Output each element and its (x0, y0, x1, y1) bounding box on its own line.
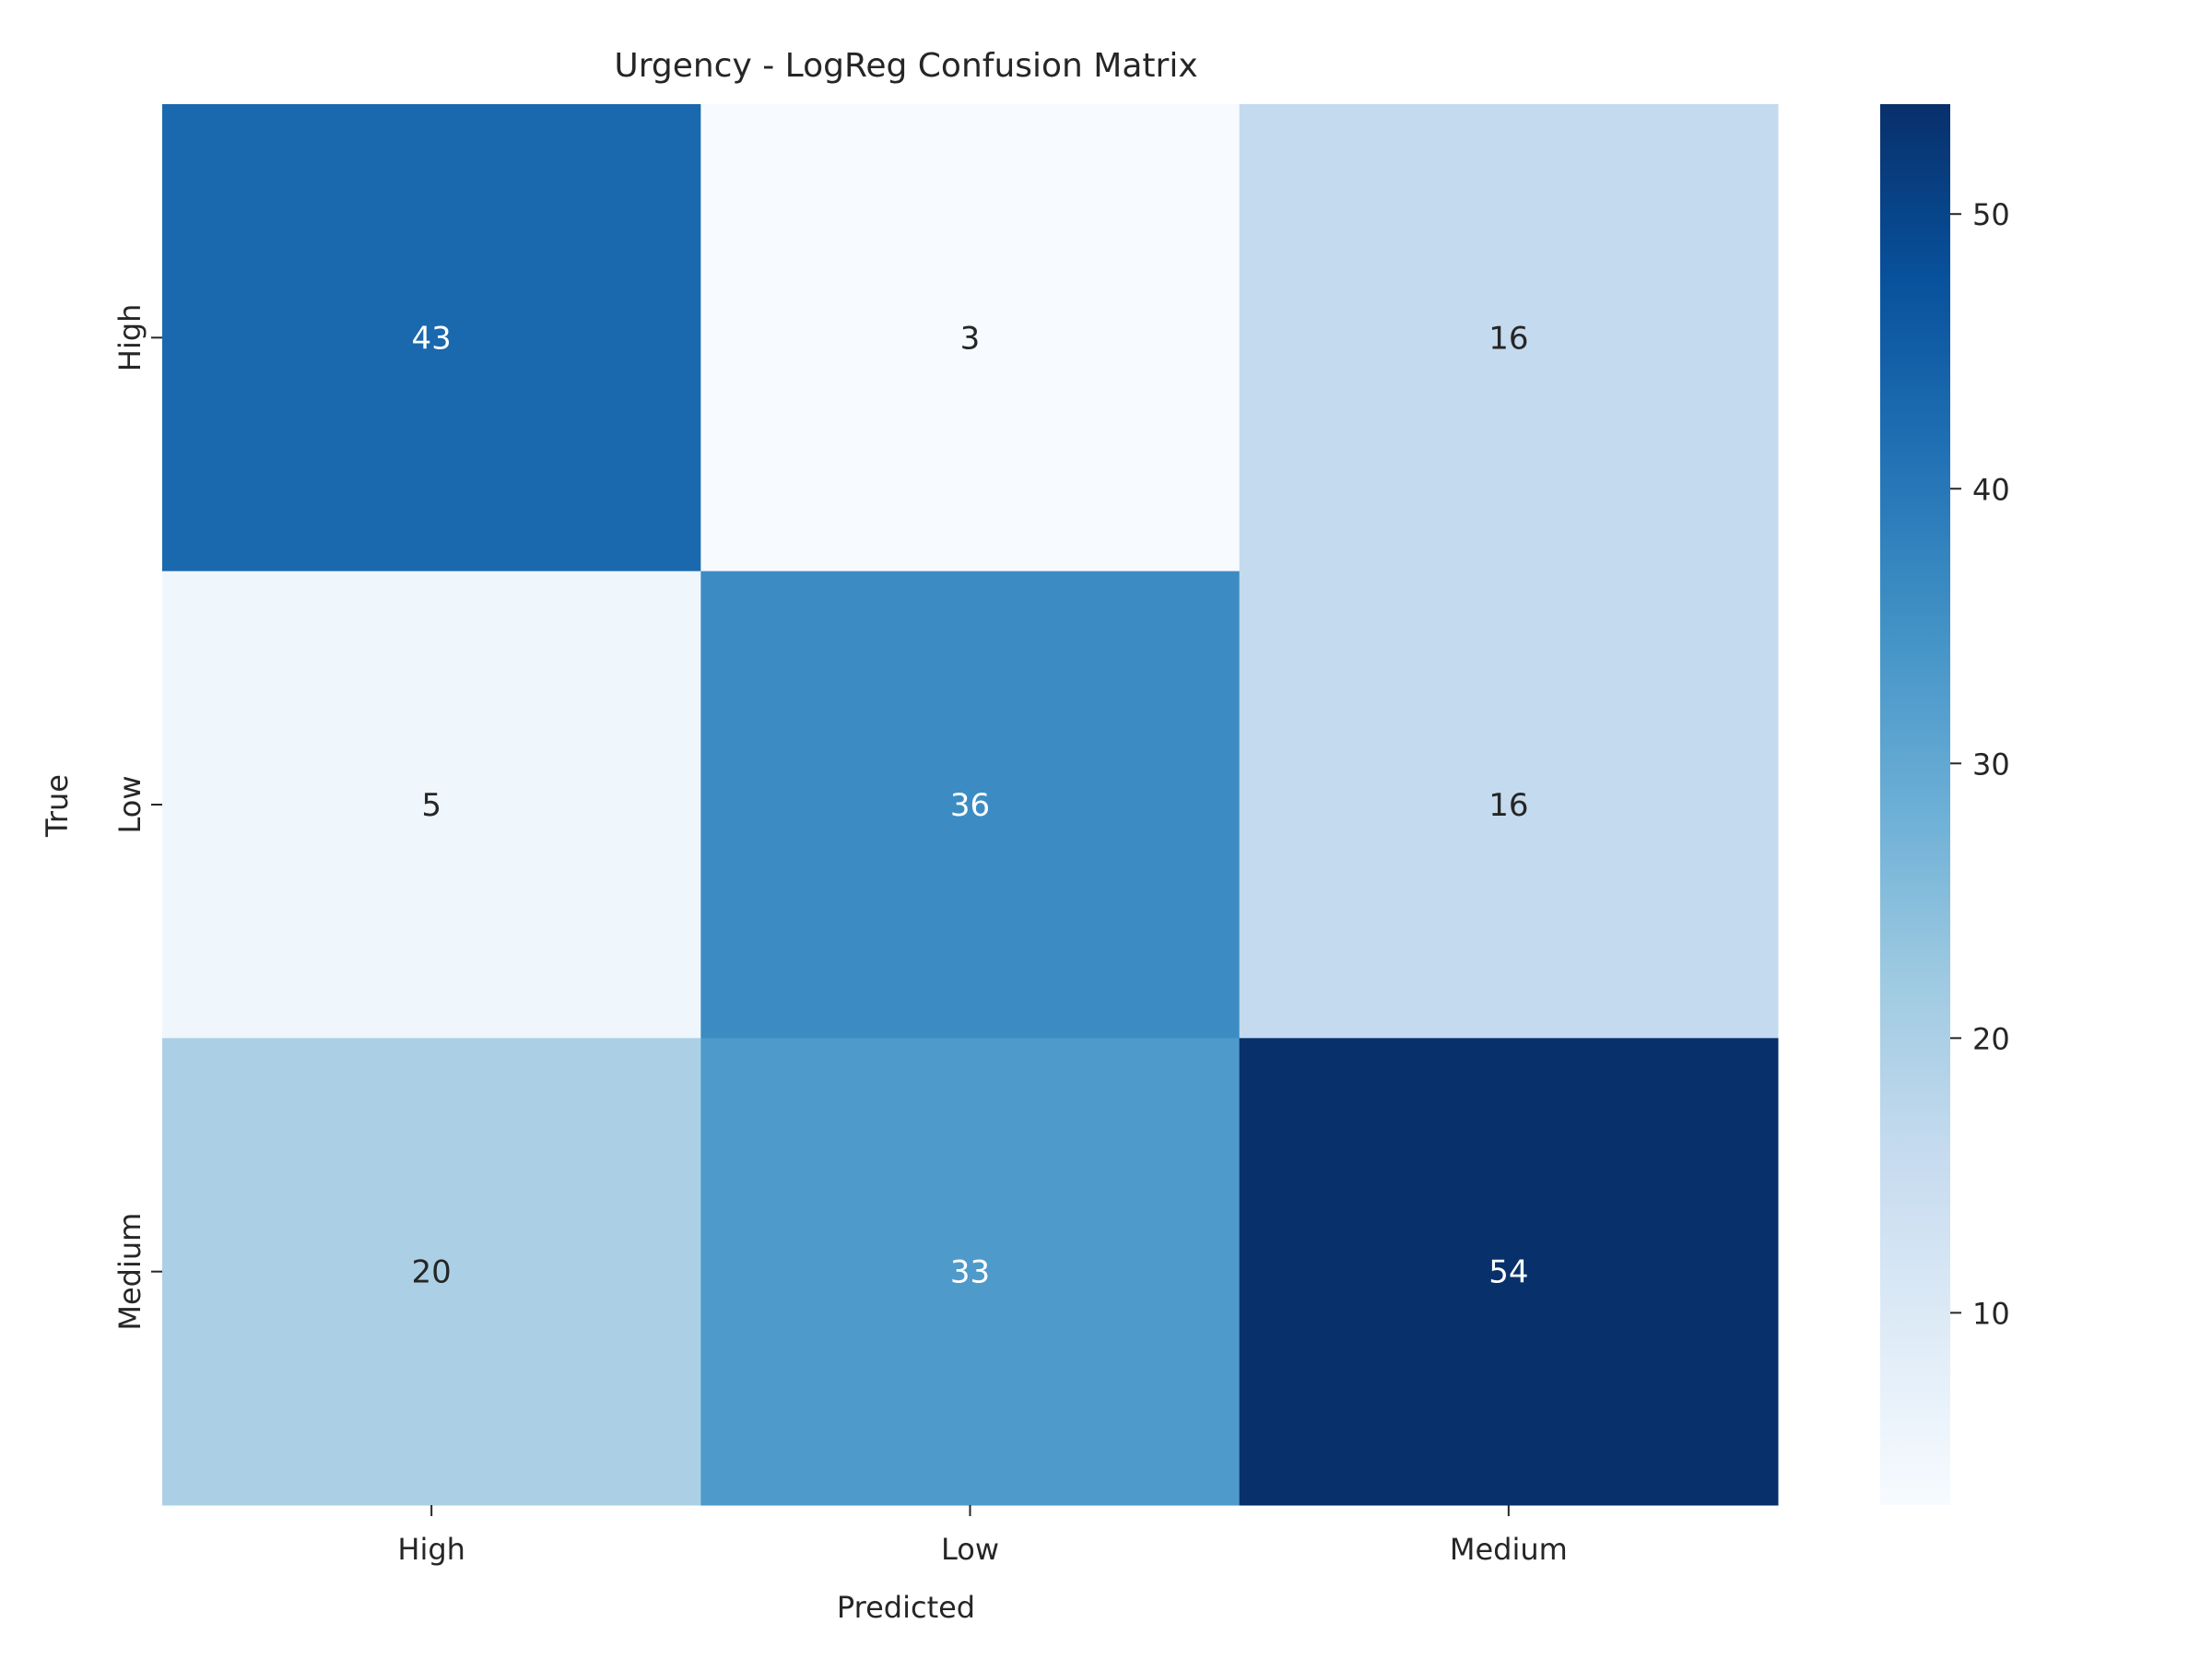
colorbar-tick-label: 40 (1972, 472, 2010, 507)
colorbar-tick-label: 30 (1972, 747, 2010, 782)
cell-value-label: 36 (950, 787, 990, 824)
heatmap-cell (1239, 104, 1779, 572)
heatmap-cell (700, 1038, 1241, 1506)
heatmap-cell (162, 104, 701, 572)
cell-value-label: 54 (1488, 1254, 1528, 1291)
y-tick-label: High (112, 304, 147, 372)
colorbar-tick-label: 10 (1972, 1296, 2010, 1331)
cell-value-label: 3 (960, 320, 981, 357)
x-tick-label: Low (941, 1532, 999, 1567)
heatmap-cell-labels: 43 3 16 5 36 16 20 33 54 (412, 320, 1529, 1290)
cell-value-label: 16 (1488, 787, 1528, 824)
heatmap-cell (162, 571, 701, 1039)
x-tick-label: Medium (1450, 1532, 1568, 1567)
heatmap-cell (162, 1038, 701, 1506)
y-axis-label: True (40, 774, 75, 838)
colorbar (1880, 104, 1950, 1505)
x-tick-label: High (397, 1532, 465, 1567)
x-axis: High Low Medium (397, 1505, 1568, 1567)
colorbar-tick-label: 20 (1972, 1021, 2010, 1056)
x-axis-label: Predicted (837, 1590, 975, 1625)
cell-value-label: 20 (412, 1254, 452, 1291)
colorbar-tick-label: 50 (1972, 197, 2010, 232)
heatmap-cell (1239, 1038, 1779, 1506)
heatmap-cell (1239, 571, 1779, 1039)
cell-value-label: 33 (950, 1254, 990, 1291)
cell-value-label: 16 (1488, 320, 1528, 357)
cell-value-label: 5 (421, 787, 441, 824)
y-tick-label: Medium (112, 1213, 147, 1331)
cell-value-label: 43 (412, 320, 452, 357)
heatmap-cell (700, 104, 1241, 572)
y-axis: High Low Medium (112, 304, 162, 1331)
y-tick-label: Low (112, 775, 147, 833)
heatmap-cell (700, 571, 1241, 1039)
colorbar-axis: 10 20 30 40 50 (1950, 197, 2010, 1331)
chart-title: Urgency - LogReg Confusion Matrix (614, 47, 1197, 85)
heatmap-cells (162, 104, 1779, 1506)
